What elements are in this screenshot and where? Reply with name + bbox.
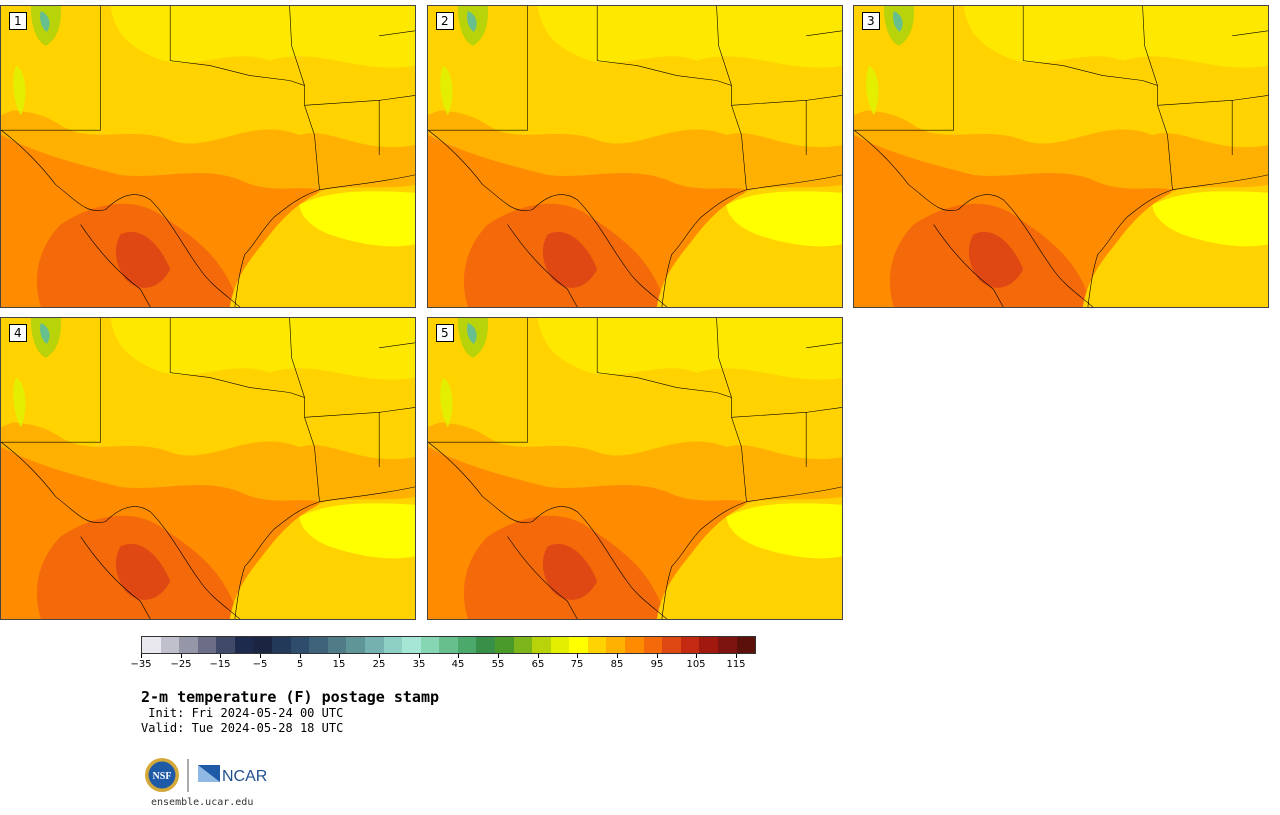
colorbar-swatch — [494, 637, 514, 653]
colorbar-tick — [696, 654, 697, 658]
panel-number-label: 1 — [9, 12, 27, 30]
colorbar-swatch — [606, 637, 626, 653]
colorbar-swatch — [197, 637, 217, 653]
site-url: ensemble.ucar.edu — [151, 797, 254, 808]
colorbar-tick — [141, 654, 142, 658]
colorbar-tick-label: 65 — [531, 659, 545, 670]
chart-title: 2-m temperature (F) postage stamp — [141, 688, 440, 706]
colorbar-swatch — [402, 637, 421, 653]
colorbar-swatch — [383, 637, 403, 653]
colorbar-tick-label: −15 — [209, 659, 231, 670]
colorbar-tick-label: 35 — [412, 659, 426, 670]
colorbar-tick-label: 15 — [332, 659, 346, 670]
ncar-logo-text: NCAR — [222, 768, 267, 785]
colorbar-tick-label: 25 — [372, 659, 386, 670]
colorbar-tick — [458, 654, 459, 658]
colorbar-ticks: −35 −25 −15 −5 5 15 25 35 45 55 65 75 85 95 105 115 — [130, 654, 756, 674]
colorbar-tick — [419, 654, 420, 658]
map-panel-1: 1 — [0, 5, 416, 308]
colorbar-tick-label: 95 — [650, 659, 664, 670]
colorbar-swatch — [179, 637, 198, 653]
colorbar-swatch — [457, 637, 477, 653]
colorbar-swatch — [587, 637, 607, 653]
colorbar-tick — [736, 654, 737, 658]
colorbar-swatch — [736, 637, 756, 653]
colorbar-swatch — [680, 637, 700, 653]
colorbar-swatch — [643, 637, 663, 653]
map-panel-4: 4 — [0, 317, 416, 620]
colorbar-tick — [538, 654, 539, 658]
colorbar-swatch — [550, 637, 570, 653]
colorbar-tick — [300, 654, 301, 658]
colorbar-swatch — [476, 637, 495, 653]
temperature-map — [428, 318, 842, 619]
temperature-colorbar — [141, 636, 756, 654]
colorbar-tick — [379, 654, 380, 658]
colorbar-tick-label: 45 — [451, 659, 465, 670]
colorbar-swatch — [439, 637, 458, 653]
colorbar-tick-label: 5 — [296, 659, 304, 670]
colorbar-tick — [181, 654, 182, 658]
colorbar-tick — [657, 654, 658, 658]
colorbar-swatch — [253, 637, 273, 653]
nsf-logo-text: NSF — [153, 771, 172, 782]
colorbar-tick-label: 105 — [686, 659, 706, 670]
colorbar-swatch — [309, 637, 328, 653]
colorbar-tick-label: −35 — [130, 659, 152, 670]
colorbar-swatch — [364, 637, 384, 653]
colorbar-swatch — [234, 637, 254, 653]
colorbar-tick-label: −5 — [252, 659, 268, 670]
colorbar-tick — [617, 654, 618, 658]
valid-time: Valid: Tue 2024-05-28 18 UTC — [141, 721, 344, 735]
colorbar-swatch — [420, 637, 440, 653]
colorbar-tick — [220, 654, 221, 658]
colorbar-swatch — [290, 637, 310, 653]
temperature-map — [428, 6, 842, 307]
nsf-logo-icon: NSF — [145, 758, 179, 792]
colorbar-swatch — [142, 637, 161, 653]
colorbar-tick — [260, 654, 261, 658]
init-time: Init: Fri 2024-05-24 00 UTC — [141, 706, 344, 720]
colorbar-swatch — [272, 637, 291, 653]
colorbar-tick — [577, 654, 578, 658]
colorbar-tick-label: −25 — [170, 659, 192, 670]
colorbar-swatch — [717, 637, 737, 653]
colorbar-swatch — [513, 637, 533, 653]
colorbar-swatch — [662, 637, 681, 653]
panel-number-label: 5 — [436, 324, 454, 342]
colorbar-swatch — [346, 637, 365, 653]
map-panel-5: 5 — [427, 317, 843, 620]
colorbar-swatch — [569, 637, 588, 653]
colorbar-swatch — [327, 637, 347, 653]
colorbar-swatch — [699, 637, 718, 653]
panel-number-label: 3 — [862, 12, 880, 30]
temperature-map — [1, 6, 415, 307]
panel-number-label: 4 — [9, 324, 27, 342]
temperature-map — [854, 6, 1268, 307]
colorbar-tick — [339, 654, 340, 658]
panel-number-label: 2 — [436, 12, 454, 30]
colorbar-swatch — [625, 637, 644, 653]
colorbar-tick-label: 55 — [491, 659, 505, 670]
ncar-logo-icon: NCAR — [198, 765, 267, 785]
colorbar-tick-label: 75 — [570, 659, 584, 670]
temperature-map — [1, 318, 415, 619]
colorbar-swatch — [160, 637, 180, 653]
colorbar-swatch — [216, 637, 235, 653]
colorbar-tick-label: 85 — [610, 659, 624, 670]
colorbar-tick-label: 115 — [726, 659, 746, 670]
colorbar-swatch — [532, 637, 551, 653]
map-panel-3: 3 — [853, 5, 1269, 308]
colorbar-tick — [498, 654, 499, 658]
sponsor-logos: NSF NCAR — [145, 758, 267, 792]
map-panel-2: 2 — [427, 5, 843, 308]
